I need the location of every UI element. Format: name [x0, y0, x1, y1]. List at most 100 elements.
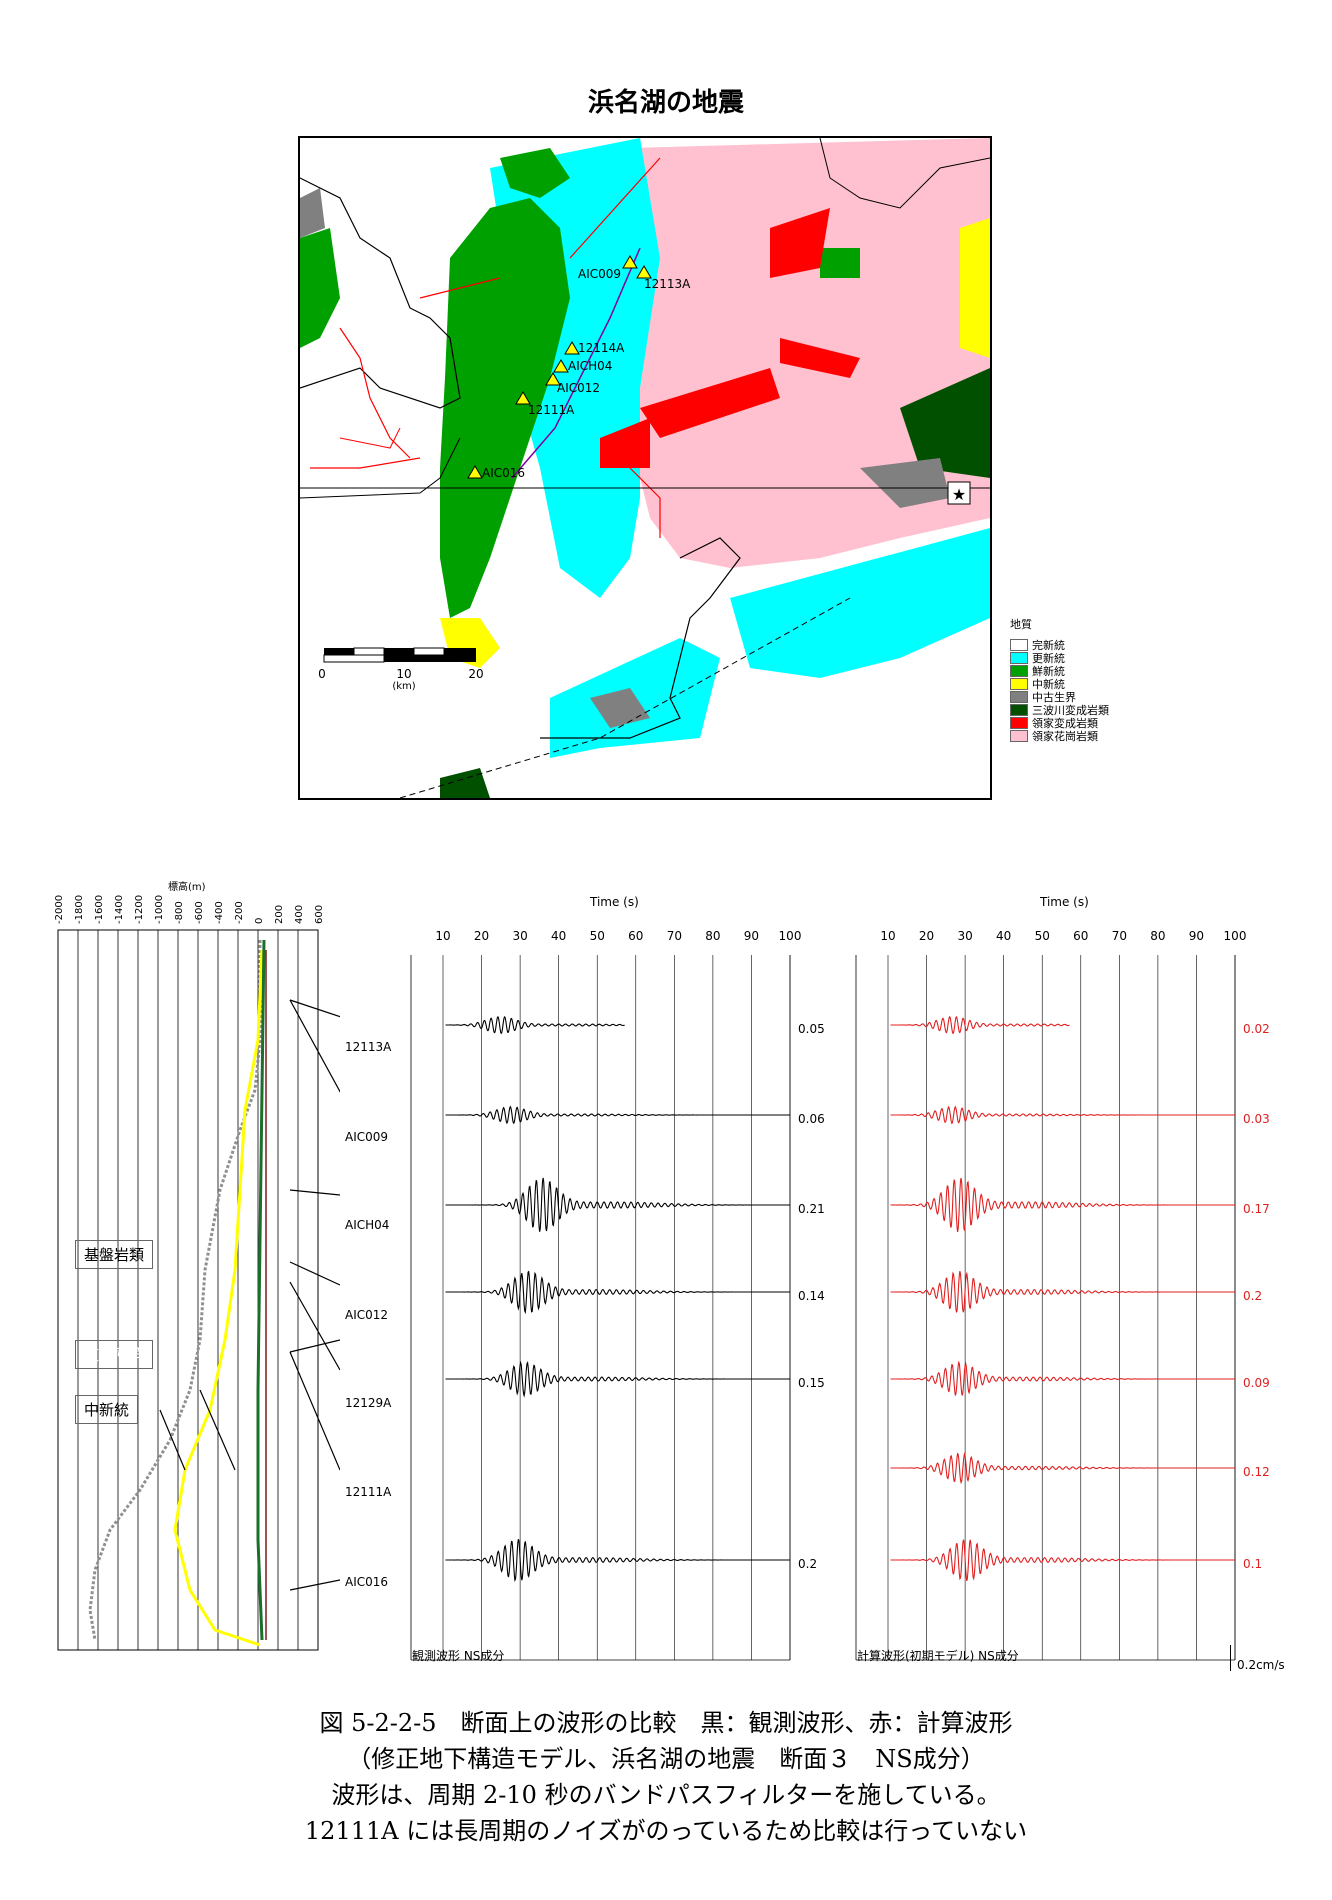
time-tick-label: 50 — [590, 929, 605, 943]
scale-tick: 10 — [396, 667, 411, 681]
waveform-trace — [445, 1177, 790, 1232]
map-region-sanbagawa — [900, 368, 990, 478]
computed-time-title: Time (s) — [1040, 895, 1089, 909]
amplitude-label: 0.21 — [798, 1202, 825, 1216]
time-tick-label: 20 — [474, 929, 489, 943]
scale-unit: (km) — [392, 681, 415, 692]
map-coastline — [300, 177, 461, 409]
station-label-map: 12113A — [644, 277, 691, 291]
legend-item: 領家花崗岩類 — [1010, 729, 1109, 743]
geology-legend: 地質 完新統 更新統 鮮新統 中新統 中古生界 三波川変成岩類 領家変成岩類 領… — [1010, 616, 1109, 743]
station-label-map: AIC009 — [578, 267, 621, 281]
section-tick-label: 400 — [294, 905, 305, 924]
waveform-trace — [890, 1105, 1235, 1125]
waveform-trace — [890, 1360, 1235, 1397]
legend-item: 三波川変成岩類 — [1010, 703, 1109, 717]
waveform-trace — [890, 1177, 1235, 1232]
section-tick-label: 0 — [254, 918, 265, 924]
waveform-trace — [890, 1016, 1070, 1034]
amplitude-label: 0.17 — [1243, 1202, 1270, 1216]
map-region-mesozoic — [860, 458, 950, 508]
station-triangle — [636, 265, 652, 279]
time-tick-label: 30 — [512, 929, 527, 943]
station-label-map: AIC016 — [482, 466, 525, 480]
station-triangle — [622, 255, 638, 269]
amplitude-label: 0.14 — [798, 1289, 825, 1303]
amplitude-label: 0.2 — [798, 1557, 817, 1571]
section-tick-label: -1400 — [114, 895, 125, 924]
waveform-trace — [445, 1270, 790, 1315]
observed-waveform-panel: 10 20 30 40 50 60 70 80 90 100 0.05 0.06 0.21 0.14 0.1… — [410, 929, 825, 1661]
legend-item: 中古生界 — [1010, 690, 1109, 704]
epicenter-star-icon: ★ — [952, 485, 966, 504]
section-tick-label: -200 — [234, 901, 245, 924]
figure-caption: 図 5-2-2-5 断面上の波形の比較 黒：観測波形、赤：計算波形 （修正地下構… — [0, 1705, 1332, 1849]
section-profile: -2000 -1800 -1600 -1400 -1200 -1000 -800 -600 -4… — [54, 895, 340, 1651]
time-tick-label: 70 — [1112, 929, 1127, 943]
waveform-trace — [445, 1360, 790, 1398]
time-tick-label: 90 — [1189, 929, 1204, 943]
station-label: AIC016 — [345, 1575, 389, 1589]
computed-panel-label: 計算波形(初期モデル) NS成分 — [857, 1649, 1019, 1663]
amplitude-label: 0.02 — [1243, 1022, 1270, 1036]
amplitude-label: 0.06 — [798, 1112, 825, 1126]
amplitude-label: 0.03 — [1243, 1112, 1270, 1126]
section-tick-label: -400 — [214, 901, 225, 924]
station-label-map: 12114A — [578, 341, 625, 355]
station-triangle — [515, 391, 531, 405]
legend-item: 更新統 — [1010, 651, 1109, 665]
station-label: AIC009 — [345, 1130, 389, 1144]
legend-title: 地質 — [1010, 618, 1032, 631]
time-tick-label: 60 — [1073, 929, 1088, 943]
station-triangle — [545, 372, 561, 386]
waveform-trace — [890, 1452, 1235, 1485]
caption-line: （修正地下構造モデル、浜名湖の地震 断面３ NS成分） — [347, 1745, 985, 1773]
time-tick-label: 40 — [996, 929, 1011, 943]
station-triangle — [553, 359, 569, 373]
station-label: 12111A — [345, 1485, 392, 1499]
caption-line: 波形は、周期 2-10 秒のバンドパスフィルターを施している。 — [331, 1781, 1001, 1809]
time-tick-label: 10 — [435, 929, 450, 943]
caption-line: 12111A には長周期のノイズがのっているため比較は行っていない — [304, 1817, 1028, 1845]
time-tick-label: 90 — [744, 929, 759, 943]
time-tick-label: 100 — [1224, 929, 1247, 943]
time-tick-label: 100 — [779, 929, 802, 943]
amplitude-label: 0.05 — [798, 1022, 825, 1036]
section-tick-label: -1800 — [74, 895, 85, 924]
section-tick-label: 200 — [274, 905, 285, 924]
time-tick-label: 40 — [551, 929, 566, 943]
time-tick-label: 20 — [919, 929, 934, 943]
computed-waveform-panel: 10 20 30 40 50 60 70 80 90 100 0.02 0.03 0.17 0.2 0.09… — [855, 929, 1270, 1661]
section-tick-label: -600 — [194, 901, 205, 924]
section-tick-label: -1000 — [154, 895, 165, 924]
observed-time-title: Time (s) — [590, 895, 639, 909]
legend-item: 鮮新統 — [1010, 664, 1109, 678]
time-tick-label: 60 — [628, 929, 643, 943]
station-label: 12113A — [345, 1040, 392, 1054]
station-triangle — [564, 341, 580, 355]
waveform-trace — [445, 1105, 790, 1125]
rock-label-tokai: 東海層群 — [75, 1340, 154, 1369]
station-label-map: AIC012 — [557, 381, 600, 395]
station-label-map: 12111A — [528, 403, 575, 417]
waveform-trace — [890, 1539, 1235, 1582]
station-label: AIC012 — [345, 1308, 389, 1322]
station-triangle — [467, 465, 483, 479]
section-tick-label: -2000 — [54, 895, 65, 924]
amplitude-label: 0.12 — [1243, 1465, 1270, 1479]
legend-item: 領家変成岩類 — [1010, 716, 1109, 730]
rock-label-basement: 基盤岩類 — [75, 1240, 154, 1269]
map-region-ryoke — [770, 208, 830, 278]
legend-item: 中新統 — [1010, 677, 1109, 691]
geology-map-canvas: ★ AIC009 12113A 12114A AICH04 AIC012 121… — [300, 138, 990, 798]
time-tick-label: 30 — [957, 929, 972, 943]
amplitude-label: 0.2 — [1243, 1289, 1262, 1303]
observed-panel-label: 観測波形 NS成分 — [412, 1649, 505, 1663]
map-title: 浜名湖の地震 — [587, 88, 744, 118]
amplitude-label: 0.09 — [1243, 1376, 1270, 1390]
map-region-pliocene — [440, 198, 570, 618]
time-tick-label: 50 — [1035, 929, 1050, 943]
time-tick-label: 80 — [1150, 929, 1165, 943]
section-axis-title: 標高(m) — [168, 882, 206, 893]
section-tick-label: -1200 — [134, 895, 145, 924]
